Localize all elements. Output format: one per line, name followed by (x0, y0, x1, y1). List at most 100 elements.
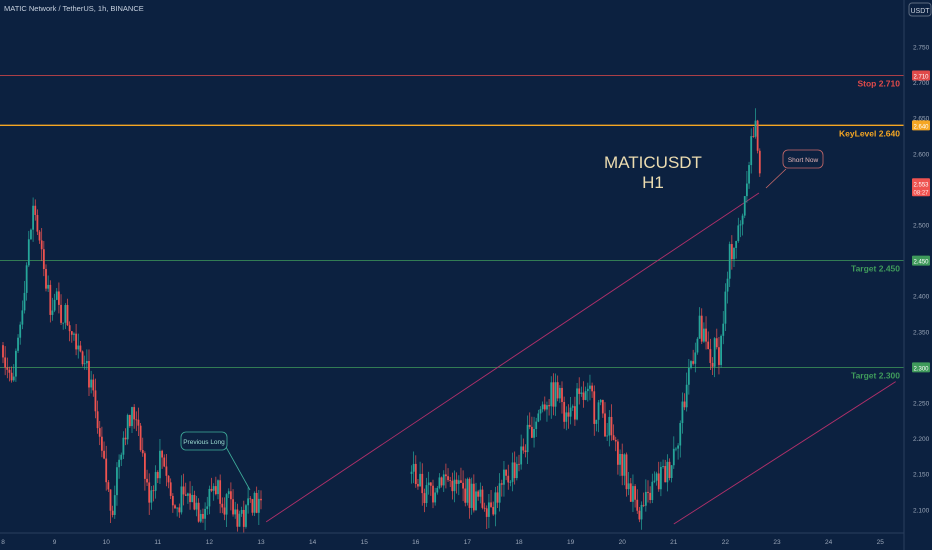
candle-body (724, 291, 727, 324)
candle-body (522, 446, 525, 451)
candle-body (73, 333, 75, 335)
candle-body (251, 499, 254, 513)
candle-body (690, 361, 692, 368)
candle-body (696, 338, 699, 353)
candle-body (449, 480, 452, 481)
price-tick-label: 2.350 (913, 329, 930, 336)
candle-body (410, 471, 413, 474)
trendline-rising (265, 192, 760, 523)
candle-body (565, 412, 568, 422)
candle-body (552, 382, 555, 407)
candle-body (152, 490, 155, 492)
candle-body (520, 446, 523, 465)
candle-body (85, 360, 88, 364)
level-labels: Stop 2.710 KeyLevel 2.640 Target 2.450 Targ… (839, 78, 900, 380)
candle-body (472, 483, 475, 511)
candle-body (238, 513, 241, 527)
short-now-text: Short Now (788, 157, 819, 164)
time-axis[interactable]: 8 9 10 11 12 13 14 15 16 17 18 19 20 21 22 23 24 25 (1, 539, 884, 546)
short-now-box (782, 149, 824, 169)
candle-body (563, 401, 566, 422)
level-tag-box (912, 70, 930, 81)
candle-body (730, 244, 733, 260)
candle-body (62, 322, 65, 324)
candle-body (503, 469, 505, 485)
candle-body (537, 413, 540, 422)
time-tick-label: 17 (464, 539, 472, 546)
candle-body (124, 437, 127, 440)
price-tick-label: 2.650 (913, 116, 930, 123)
candle-body (453, 479, 456, 492)
candle-body (120, 454, 123, 460)
candle-body (494, 492, 497, 515)
candle-body (83, 363, 86, 365)
candle-body (236, 509, 239, 527)
candle-body (634, 486, 636, 500)
candle-body (638, 510, 641, 520)
candle-body (8, 369, 11, 373)
candle-body (636, 499, 639, 511)
candle-body (60, 304, 62, 323)
level-tag-text: 2.300 (913, 366, 929, 372)
candle-body (464, 488, 467, 503)
candle-body (49, 284, 52, 315)
candle-body (429, 482, 432, 486)
candle-body (131, 407, 133, 427)
timeframe-label: H1 (642, 173, 664, 192)
chart-title: MATIC Network / TetherUS, 1h, BINANCE (4, 4, 144, 13)
candle-body (53, 299, 56, 311)
candle-body (535, 421, 538, 430)
price-tick-label: 2.750 (913, 45, 930, 52)
candle-body (77, 345, 80, 350)
candle-body (533, 429, 535, 438)
candle-body (675, 448, 677, 450)
candle-body (90, 379, 93, 388)
candle-body (496, 492, 499, 503)
candle-body (595, 419, 598, 424)
candle-body (184, 494, 187, 496)
candle-body (135, 419, 138, 421)
plot-area[interactable] (0, 75, 904, 535)
candle-body (541, 404, 544, 410)
candle-body (576, 388, 578, 420)
candle-body (427, 482, 430, 486)
candle-body (206, 506, 209, 509)
candle-body (586, 388, 589, 392)
previous-long-callout[interactable]: Previous Long (180, 431, 251, 491)
time-tick-label: 10 (103, 539, 111, 546)
candle-body (632, 486, 634, 502)
candle-body (137, 419, 140, 426)
candle-body (756, 120, 759, 151)
candle-body (12, 376, 15, 381)
current-price-value: 2.553 (913, 182, 929, 188)
candle-body (141, 450, 144, 454)
time-tick-label: 21 (670, 539, 678, 546)
candle-body (550, 382, 553, 407)
candle-body (36, 214, 39, 232)
candle-body (64, 304, 67, 323)
candle-body (419, 473, 421, 487)
currency-badge[interactable]: USDT (908, 2, 932, 17)
candle-body (122, 437, 125, 455)
candle-body (554, 382, 557, 407)
candle-body (578, 388, 581, 394)
candle-body (666, 461, 669, 483)
candle-body (483, 507, 486, 509)
candle-body (548, 405, 550, 407)
short-now-callout[interactable]: Short Now (765, 149, 824, 189)
candle-body (599, 399, 602, 403)
current-price-box (912, 178, 930, 197)
candle-body (109, 489, 112, 511)
candle-body (425, 485, 428, 504)
candle-body (584, 391, 587, 400)
symbol-label: MATICUSDT (604, 153, 702, 172)
candle-body (139, 425, 142, 451)
level-tag-text: 2.640 (913, 124, 929, 130)
price-tick-label: 2.500 (913, 223, 930, 230)
candle-body (249, 498, 252, 500)
level-lines (0, 75, 904, 368)
candle-body (574, 406, 576, 420)
candle-body (498, 483, 501, 503)
candle-body (176, 507, 179, 509)
